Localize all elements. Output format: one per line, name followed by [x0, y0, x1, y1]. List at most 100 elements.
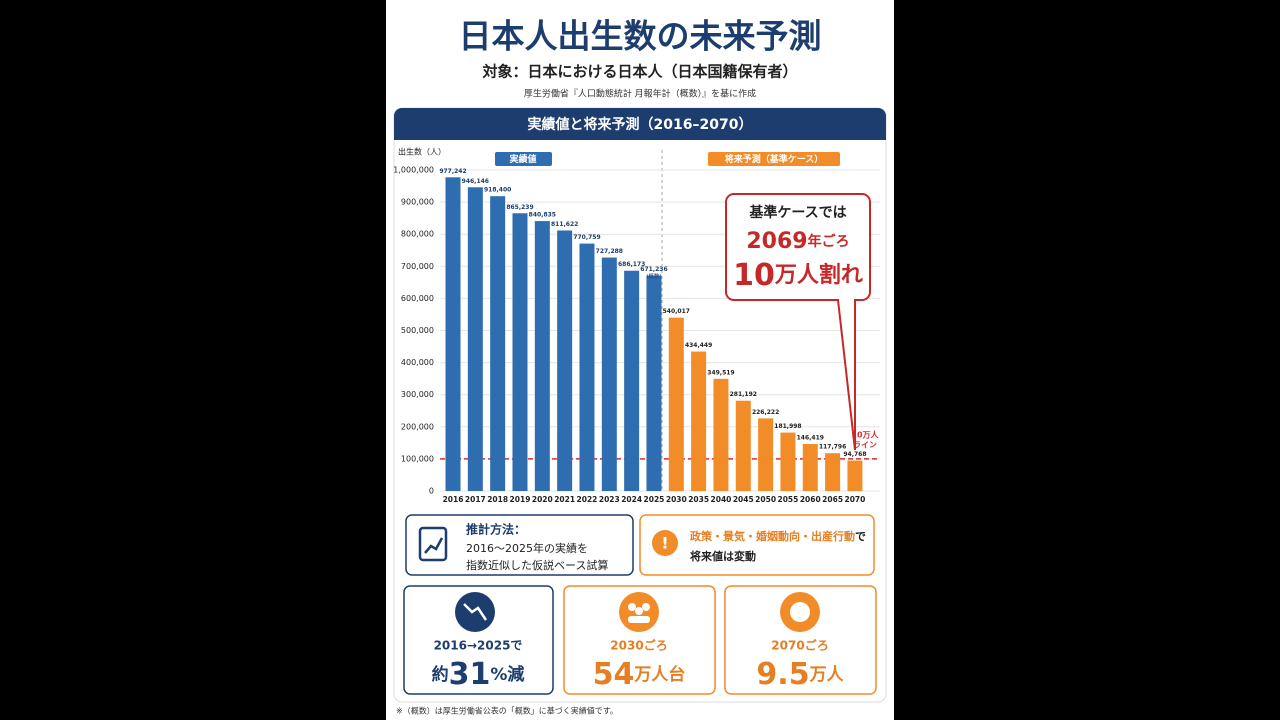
stat-value: 9.5万人	[756, 657, 844, 692]
bar	[802, 443, 818, 491]
note-tail: で	[855, 530, 866, 543]
stat-number: 54	[593, 657, 635, 692]
bar	[668, 317, 684, 491]
stat-prefix: 約	[432, 664, 449, 685]
stat-icon-person	[635, 607, 643, 615]
note-box	[639, 514, 875, 576]
note-line: 政策・景気・婚姻動向・出産行動で	[690, 529, 866, 543]
bar	[758, 418, 774, 491]
x-tick-label: 2023	[599, 495, 620, 504]
method-box	[405, 514, 634, 576]
stat-value: 約31%減	[432, 657, 525, 692]
stat-suffix: %減	[490, 664, 524, 685]
bar	[847, 460, 863, 491]
value-label: 727,288	[596, 248, 623, 255]
stat-suffix: 万人	[809, 665, 845, 685]
stat-icon-body	[628, 616, 650, 623]
footnote: ※（概数）は厚生労働省公表の「概数」に基づく実績値です。	[396, 706, 618, 716]
x-tick-label: 2019	[510, 495, 531, 504]
legend-swatch	[495, 152, 552, 166]
x-tick-label: 2017	[465, 495, 486, 504]
x-tick-label: 2030	[666, 495, 687, 504]
callout-year-suffix: 年ごろ	[808, 233, 850, 250]
stat-suffix: 万人台	[633, 664, 685, 685]
note-highlight: 政策・景気・婚姻動向・出産行動	[690, 529, 855, 543]
value-label: 865,239	[506, 204, 533, 211]
x-tick-label: 2045	[733, 495, 754, 504]
bar	[646, 275, 662, 491]
x-tick-label: 2035	[688, 495, 709, 504]
bar	[467, 187, 483, 491]
stat-caption: 2030ごろ	[610, 638, 667, 653]
method-icon	[418, 526, 448, 562]
method-title: 推計方法：	[466, 522, 526, 537]
bar	[825, 453, 841, 491]
bar	[534, 221, 550, 491]
stat-card	[403, 585, 554, 695]
stat-value: 54万人台	[593, 657, 686, 692]
value-label: 349,519	[707, 369, 734, 376]
note-icon	[652, 530, 678, 556]
x-tick-label: 2025	[644, 495, 665, 504]
bar	[490, 196, 506, 491]
source: 厚生労働省『人口動態統計 月報年計（概数）』を基に作成	[524, 88, 756, 100]
bar	[735, 400, 751, 491]
value-label: 146,419	[797, 434, 824, 441]
x-tick-label: 2022	[577, 495, 598, 504]
x-tick-label: 2070	[845, 495, 866, 504]
y-axis-label: 出生数（人）	[398, 147, 446, 157]
bar	[557, 230, 573, 491]
bar	[713, 378, 729, 491]
stat-number: 9.5	[756, 657, 809, 692]
x-tick-label: 2021	[554, 495, 575, 504]
stat-icon-line	[463, 603, 488, 621]
y-tick-label: 0	[429, 487, 434, 496]
stat-caption: 2070ごろ	[771, 638, 828, 653]
callout-year-number: 2069	[746, 229, 807, 254]
y-tick-label: 400,000	[401, 358, 434, 367]
value-label: 918,400	[484, 187, 511, 194]
value-label: 946,146	[462, 178, 489, 185]
y-tick-label: 700,000	[401, 262, 434, 271]
bar	[512, 213, 528, 491]
value-label: 977,242	[439, 168, 466, 175]
subtitle: 対象：日本における日本人（日本国籍保有者）	[481, 63, 797, 81]
value-label: 671,236	[640, 266, 667, 273]
value-label: 540,017	[663, 308, 690, 315]
chart-title: 実績値と将来予測（2016–2070）	[528, 116, 753, 133]
stat-number: 31	[449, 657, 491, 692]
callout-suffix: 万人割れ	[774, 262, 863, 288]
value-label: 226,222	[752, 409, 779, 416]
x-tick-label: 2024	[621, 495, 642, 504]
y-tick-label: 800,000	[401, 230, 434, 239]
bar	[624, 270, 640, 491]
legend-label: 将来予測（基準ケース）	[725, 153, 824, 165]
reference-label: ライン	[853, 441, 877, 450]
y-tick-label: 900,000	[401, 198, 434, 207]
note-icon-mark: !	[661, 534, 668, 553]
x-tick-label: 2050	[755, 495, 776, 504]
stat-icon-baby	[790, 602, 810, 622]
y-tick-label: 100,000	[401, 454, 434, 463]
stat-icon-person	[628, 603, 636, 611]
y-tick-label: 600,000	[401, 294, 434, 303]
y-tick-label: 300,000	[401, 390, 434, 399]
value-label: 181,998	[774, 423, 801, 430]
callout-big: 10	[733, 258, 775, 293]
stat-card	[724, 585, 877, 695]
stat-icon	[455, 592, 495, 632]
method-line: 2016〜2025年の実績を	[466, 541, 588, 555]
x-tick-label: 2016	[443, 495, 464, 504]
callout-line: 基準ケースでは	[749, 204, 846, 221]
bar	[601, 257, 617, 491]
value-label: 686,173	[618, 261, 645, 268]
bar	[691, 351, 707, 491]
callout	[725, 193, 871, 451]
method-line: 指数近似した仮説ベース試算	[466, 558, 608, 572]
chart-header	[394, 108, 886, 140]
value-label: 117,796	[819, 444, 846, 451]
value-label: 840,835	[529, 212, 556, 219]
value-label: 94,768	[843, 451, 866, 458]
stat-caption: 2016→2025で	[434, 639, 523, 653]
